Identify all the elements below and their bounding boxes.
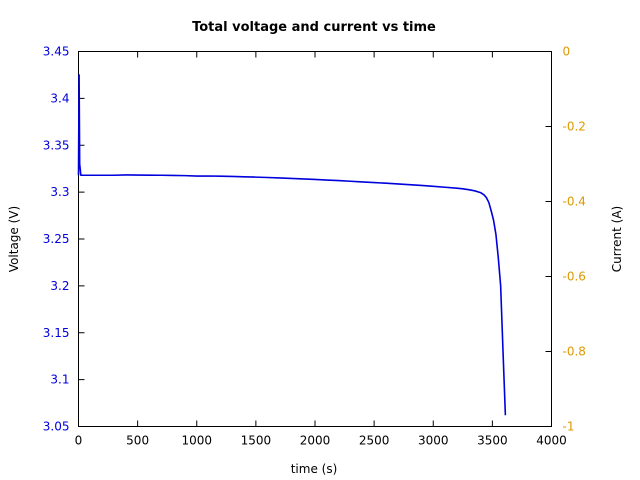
y2-tick-label: -0.4 bbox=[563, 195, 586, 209]
x-tick-label: 2000 bbox=[300, 434, 331, 448]
y-tick-label: 3.4 bbox=[50, 91, 69, 105]
y-tick-label: 3.1 bbox=[50, 373, 69, 387]
y-tick-label: 3.3 bbox=[50, 185, 69, 199]
y2-tick-label: -1 bbox=[563, 420, 575, 434]
y-axis-ticks: 3.05 3.1 3.15 3.2 3.25 3.3 3.35 3.4 3.45 bbox=[43, 45, 85, 434]
y-tick-label: 3.05 bbox=[43, 420, 70, 434]
x-tick-label: 3000 bbox=[418, 434, 449, 448]
y-axis-label: Voltage (V) bbox=[7, 206, 21, 272]
x-tick-label: 3500 bbox=[477, 434, 508, 448]
y2-tick-label: -0.2 bbox=[563, 120, 586, 134]
y-tick-label: 3.45 bbox=[43, 45, 70, 59]
y2-axis-label: Current (A) bbox=[610, 206, 624, 272]
y2-tick-label: -0.6 bbox=[563, 270, 586, 284]
y-tick-label: 3.15 bbox=[43, 326, 70, 340]
plot-frame bbox=[78, 51, 552, 427]
y-tick-label: 3.35 bbox=[43, 138, 70, 152]
x-axis-ticks: 0 500 1000 1500 2000 2500 3000 3500 4000 bbox=[75, 51, 567, 448]
y2-axis-ticks: 0 -0.2 -0.4 -0.6 -0.8 -1 bbox=[545, 45, 586, 434]
x-axis-label: time (s) bbox=[291, 462, 338, 476]
x-tick-label: 0 bbox=[75, 434, 83, 448]
x-tick-label: 1500 bbox=[241, 434, 272, 448]
x-tick-label: 2500 bbox=[359, 434, 390, 448]
chart-title: Total voltage and current vs time bbox=[192, 20, 436, 35]
y-tick-label: 3.25 bbox=[43, 232, 70, 246]
x-tick-label: 4000 bbox=[536, 434, 567, 448]
y2-tick-label: -0.8 bbox=[563, 345, 586, 359]
y-tick-label: 3.2 bbox=[50, 279, 69, 293]
x-tick-label: 1000 bbox=[181, 434, 212, 448]
series-layer bbox=[77, 74, 507, 416]
voltage-series-line bbox=[77, 74, 507, 416]
y2-tick-label: 0 bbox=[563, 45, 571, 59]
x-tick-label: 500 bbox=[126, 434, 149, 448]
